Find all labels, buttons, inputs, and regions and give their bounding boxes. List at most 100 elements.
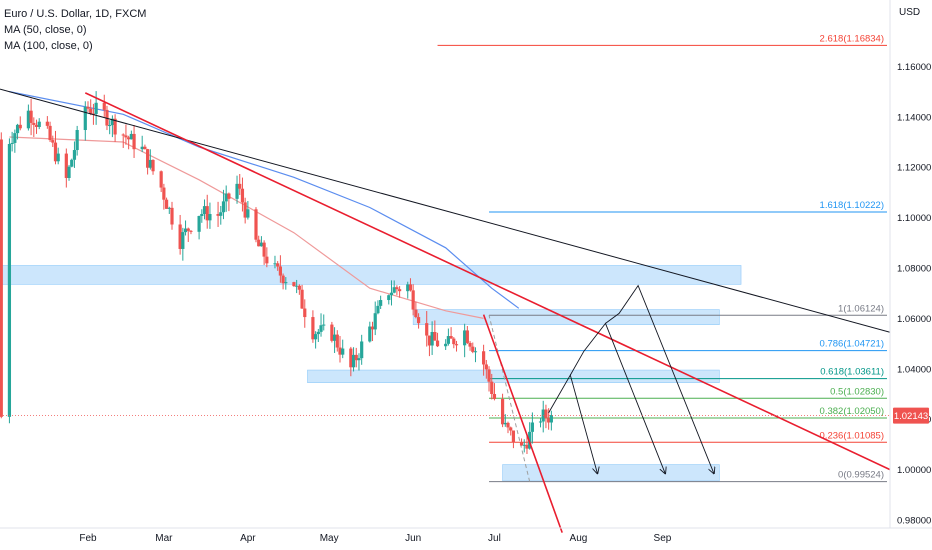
candle-body[interactable] bbox=[425, 323, 429, 336]
candle-body[interactable] bbox=[32, 122, 36, 125]
candle-body[interactable] bbox=[416, 317, 421, 324]
candle-body[interactable] bbox=[227, 193, 231, 199]
candle-body[interactable] bbox=[37, 121, 41, 127]
candle-body[interactable] bbox=[224, 193, 228, 202]
candle-body[interactable] bbox=[257, 239, 261, 247]
candle-body[interactable] bbox=[189, 230, 193, 232]
candle-body[interactable] bbox=[368, 326, 372, 342]
candle-body[interactable] bbox=[292, 282, 296, 287]
candle-body[interactable] bbox=[219, 212, 223, 216]
candle-body[interactable] bbox=[300, 289, 304, 309]
candle-body[interactable] bbox=[395, 287, 399, 290]
candle-body[interactable] bbox=[500, 399, 505, 425]
candle-body[interactable] bbox=[67, 166, 71, 178]
candle-body[interactable] bbox=[110, 118, 114, 126]
candle-body[interactable] bbox=[89, 108, 93, 114]
candle-body[interactable] bbox=[295, 285, 299, 287]
candle-body[interactable] bbox=[506, 422, 510, 428]
candle-body[interactable] bbox=[360, 341, 364, 359]
candle-body[interactable] bbox=[51, 140, 55, 143]
candle-body[interactable] bbox=[430, 331, 434, 346]
candle-body[interactable] bbox=[354, 354, 358, 361]
candle-body[interactable] bbox=[238, 183, 242, 189]
candle-body[interactable] bbox=[72, 150, 77, 160]
ma100-line[interactable] bbox=[9, 91, 520, 309]
candle-body[interactable] bbox=[503, 422, 507, 425]
candle-body[interactable] bbox=[322, 324, 326, 326]
candle-body[interactable] bbox=[221, 201, 226, 213]
candle-body[interactable] bbox=[398, 289, 402, 292]
candle-body[interactable] bbox=[276, 263, 280, 267]
candle-body[interactable] bbox=[243, 202, 247, 218]
candle-body[interactable] bbox=[7, 143, 12, 417]
candle-body[interactable] bbox=[15, 124, 20, 134]
candle-body[interactable] bbox=[53, 142, 58, 162]
candle-body[interactable] bbox=[170, 207, 174, 225]
candle-body[interactable] bbox=[484, 364, 488, 370]
candle-body[interactable] bbox=[56, 153, 60, 162]
candle-body[interactable] bbox=[316, 331, 320, 335]
support-resistance-zone[interactable] bbox=[307, 369, 720, 383]
candle-body[interactable] bbox=[379, 300, 383, 306]
candle-body[interactable] bbox=[490, 381, 494, 394]
candle-body[interactable] bbox=[427, 335, 432, 346]
candle-body[interactable] bbox=[487, 369, 491, 382]
candle-body[interactable] bbox=[91, 113, 96, 115]
candle-body[interactable] bbox=[297, 285, 301, 290]
projection-arrow-path[interactable] bbox=[569, 322, 665, 473]
candle-body[interactable] bbox=[435, 340, 440, 347]
candle-body[interactable] bbox=[259, 242, 264, 247]
candle-body[interactable] bbox=[433, 331, 437, 341]
candle-body[interactable] bbox=[408, 284, 413, 291]
candle-body[interactable] bbox=[94, 102, 98, 115]
candle-body[interactable] bbox=[530, 422, 534, 432]
candle-body[interactable] bbox=[0, 139, 3, 417]
support-resistance-zone[interactable] bbox=[412, 309, 720, 325]
candle-body[interactable] bbox=[121, 134, 125, 136]
candle-body[interactable] bbox=[349, 348, 353, 368]
candle-body[interactable] bbox=[124, 135, 128, 138]
candle-body[interactable] bbox=[454, 344, 459, 346]
candle-body[interactable] bbox=[205, 206, 209, 221]
candle-body[interactable] bbox=[208, 214, 212, 221]
candle-body[interactable] bbox=[240, 188, 245, 203]
candle-body[interactable] bbox=[45, 121, 49, 126]
candle-body[interactable] bbox=[492, 393, 497, 400]
red-trendline[interactable] bbox=[84, 92, 891, 471]
candle-body[interactable] bbox=[162, 187, 166, 200]
candle-body[interactable] bbox=[525, 444, 529, 449]
candle-body[interactable] bbox=[376, 305, 380, 314]
candle-body[interactable] bbox=[146, 149, 150, 168]
candle-body[interactable] bbox=[262, 242, 266, 257]
candle-body[interactable] bbox=[83, 106, 87, 131]
candle-body[interactable] bbox=[143, 146, 147, 150]
candle-body[interactable] bbox=[449, 336, 453, 339]
candle-body[interactable] bbox=[167, 207, 171, 209]
candle-body[interactable] bbox=[197, 216, 201, 232]
candle-body[interactable] bbox=[547, 418, 551, 423]
candle-body[interactable] bbox=[10, 142, 14, 144]
candle-body[interactable] bbox=[311, 317, 315, 340]
candle-body[interactable] bbox=[281, 275, 285, 284]
candle-body[interactable] bbox=[148, 159, 152, 168]
candle-body[interactable] bbox=[235, 183, 239, 199]
candle-body[interactable] bbox=[341, 348, 345, 355]
candle-body[interactable] bbox=[482, 351, 486, 365]
candle-body[interactable] bbox=[108, 125, 112, 127]
candle-body[interactable] bbox=[465, 330, 469, 343]
candle-body[interactable] bbox=[392, 287, 396, 293]
candle-body[interactable] bbox=[151, 159, 155, 172]
candle-body[interactable] bbox=[332, 334, 337, 341]
candle-body[interactable] bbox=[473, 351, 478, 353]
candle-body[interactable] bbox=[314, 334, 318, 340]
candle-body[interactable] bbox=[338, 347, 342, 355]
candle-body[interactable] bbox=[284, 282, 288, 284]
support-resistance-zone[interactable] bbox=[0, 265, 742, 285]
projection-arrow-path[interactable] bbox=[605, 284, 714, 474]
candle-body[interactable] bbox=[183, 228, 188, 233]
candle-body[interactable] bbox=[373, 313, 377, 330]
candle-body[interactable] bbox=[202, 206, 207, 214]
candle-body[interactable] bbox=[444, 343, 448, 347]
candle-body[interactable] bbox=[509, 427, 513, 431]
